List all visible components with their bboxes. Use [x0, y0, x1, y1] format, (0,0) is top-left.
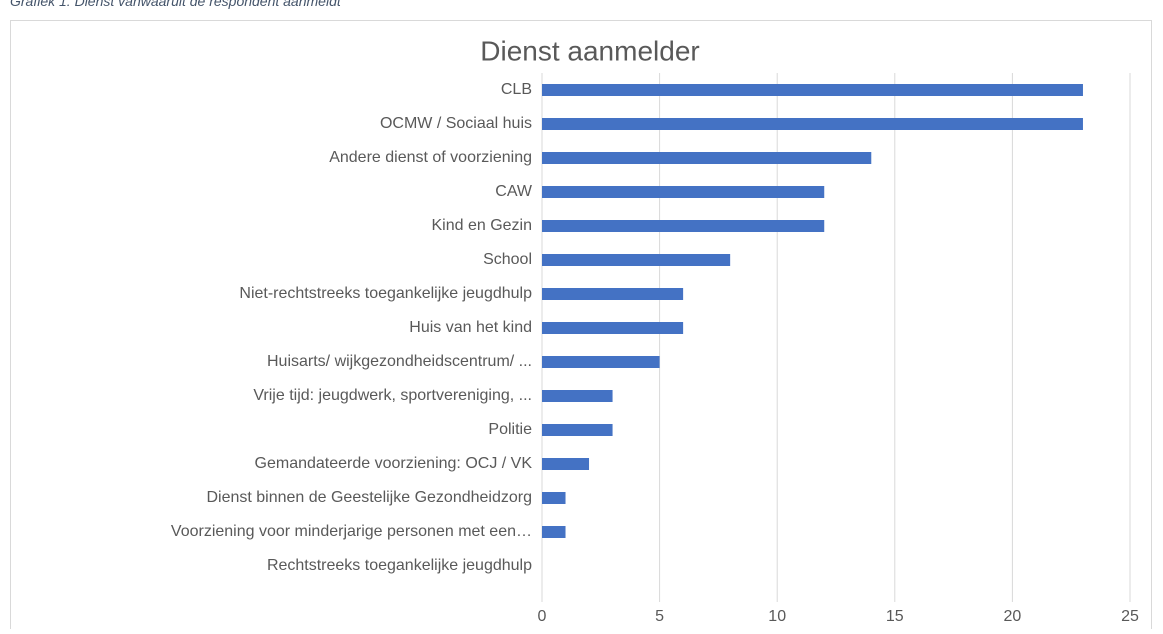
bar — [542, 288, 684, 300]
y-tick-label: Gemandateerde voorziening: OCJ / VK — [255, 455, 533, 472]
y-tick-label: Rechtstreeks toegankelijke jeugdhulp — [267, 557, 532, 574]
y-tick-label: Voorziening voor minderjarige personen m… — [171, 523, 532, 540]
bar — [542, 458, 590, 470]
chart-title: Dienst aanmelder — [480, 35, 699, 66]
bar — [542, 152, 872, 164]
bar — [542, 492, 566, 504]
y-tick-label: CLB — [501, 81, 532, 98]
bar — [542, 254, 731, 266]
y-tick-label: Dienst binnen de Geestelijke Gezondheidz… — [206, 489, 532, 506]
y-tick-label: Vrije tijd: jeugdwerk, sportvereniging, … — [253, 387, 532, 404]
y-tick-label: Huis van het kind — [409, 319, 532, 336]
bar — [542, 356, 660, 368]
caption: Grafiek 1: Dienst vanwaaruit de responde… — [10, 0, 342, 9]
y-tick-label: Niet-rechtstreeks toegankelijke jeugdhul… — [239, 285, 532, 302]
bar — [542, 220, 825, 232]
y-tick-label: Huisarts/ wijkgezondheidscentrum/ ... — [267, 353, 532, 370]
y-tick-label: Kind en Gezin — [431, 217, 532, 234]
bar — [542, 84, 1083, 96]
bar — [542, 424, 613, 436]
y-tick-label: Politie — [488, 421, 532, 438]
bar — [542, 186, 825, 198]
x-tick-label: 20 — [1004, 608, 1022, 625]
x-tick-label: 0 — [538, 608, 547, 625]
bar — [542, 390, 613, 402]
x-tick-label: 25 — [1121, 608, 1139, 625]
bar — [542, 526, 566, 538]
y-tick-label: OCMW / Sociaal huis — [380, 115, 532, 132]
y-tick-label: Andere dienst of voorziening — [329, 149, 532, 166]
y-tick-label: CAW — [495, 183, 533, 200]
bar — [542, 118, 1083, 130]
y-tick-label: School — [483, 251, 532, 268]
bar — [542, 322, 684, 334]
x-tick-label: 15 — [886, 608, 904, 625]
x-tick-label: 5 — [655, 608, 664, 625]
x-tick-label: 10 — [768, 608, 786, 625]
